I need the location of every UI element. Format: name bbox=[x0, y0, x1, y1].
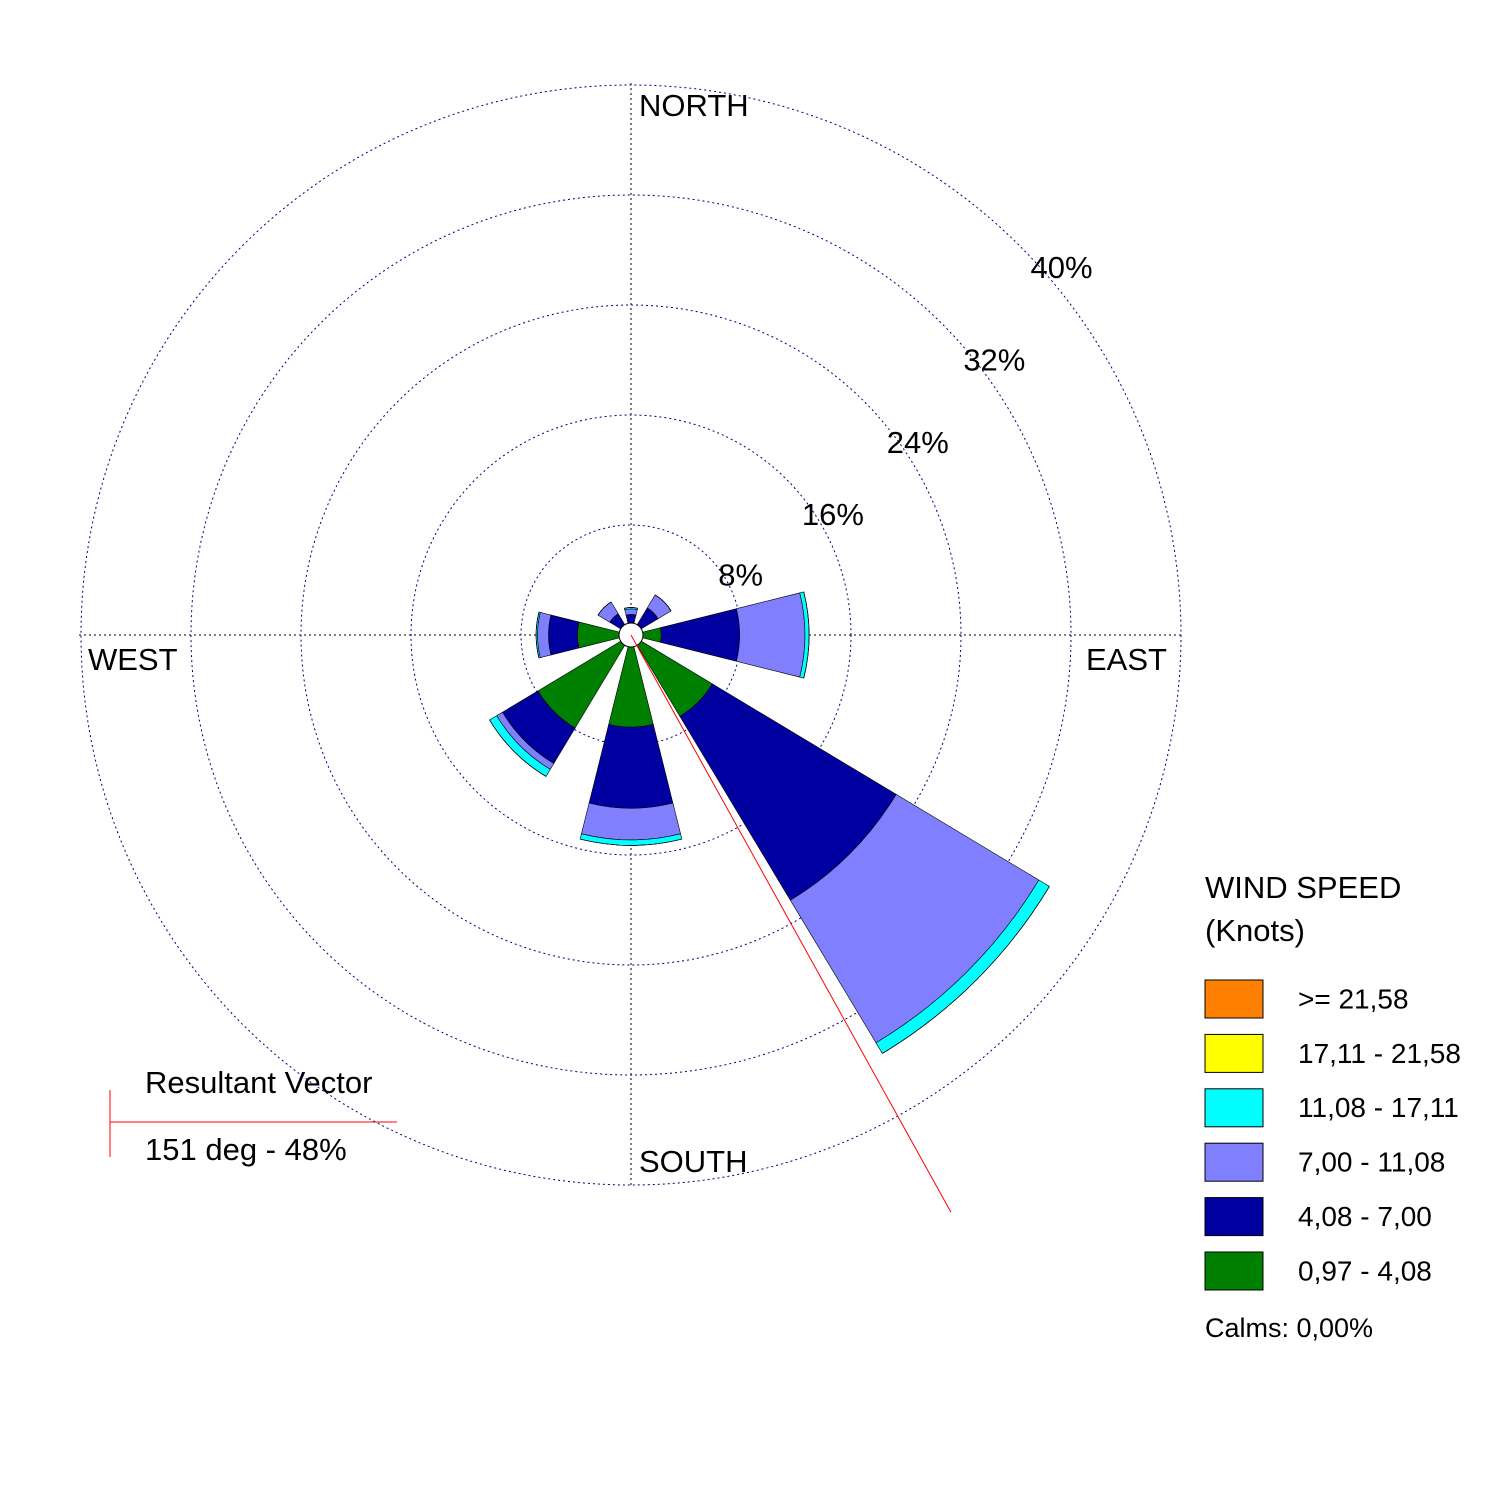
north-label: NORTH bbox=[639, 88, 749, 123]
r-tick-label: 32% bbox=[963, 342, 1025, 377]
east-label: EAST bbox=[1086, 642, 1167, 677]
legend-label: 0,97 - 4,08 bbox=[1298, 1255, 1432, 1286]
r-tick-label: 24% bbox=[887, 425, 949, 460]
wind-segment bbox=[580, 838, 682, 846]
legend-label: 11,08 - 17,11 bbox=[1298, 1092, 1459, 1123]
legend-label: 4,08 - 7,00 bbox=[1298, 1201, 1432, 1232]
wind-segment bbox=[548, 614, 580, 656]
legend-swatch bbox=[1204, 1142, 1264, 1182]
legend-label: >= 21,58 bbox=[1298, 983, 1409, 1014]
legend-title: WIND SPEED bbox=[1205, 870, 1401, 905]
legend-title: (Knots) bbox=[1205, 913, 1305, 948]
r-tick-label: 16% bbox=[802, 497, 864, 532]
grid-ring bbox=[80, 84, 1182, 1186]
r-tick-label: 40% bbox=[1030, 250, 1092, 285]
wind-segment bbox=[624, 608, 638, 616]
south-label: SOUTH bbox=[639, 1144, 748, 1179]
legend-label: 17,11 - 21,58 bbox=[1298, 1038, 1461, 1069]
calms-label: Calms: 0,00% bbox=[1205, 1313, 1373, 1343]
grid-ring bbox=[410, 414, 852, 856]
wind-segment bbox=[882, 886, 1050, 1054]
r-tick-label: 8% bbox=[718, 558, 763, 593]
resultant-label: 151 deg - 48% bbox=[145, 1132, 347, 1167]
legend-label: 7,00 - 11,08 bbox=[1298, 1147, 1445, 1178]
wind-segment bbox=[659, 608, 740, 662]
resultant-vector bbox=[630, 634, 952, 1213]
grid-ring bbox=[300, 304, 962, 966]
resultant-title: Resultant Vector bbox=[145, 1065, 372, 1100]
legend-swatch bbox=[1204, 1088, 1264, 1128]
legend-swatch bbox=[1204, 1197, 1264, 1237]
wind-segment bbox=[581, 802, 681, 841]
wind-segment bbox=[625, 614, 637, 624]
legend-swatch bbox=[1204, 1251, 1264, 1291]
wind-segment bbox=[535, 611, 540, 659]
legend-swatch bbox=[1204, 979, 1264, 1019]
wind-segment bbox=[736, 592, 806, 678]
legend-swatch bbox=[1204, 1033, 1264, 1073]
wind-segment bbox=[588, 724, 674, 809]
wind-segment bbox=[803, 591, 810, 679]
grid-ring bbox=[190, 194, 1072, 1076]
west-label: WEST bbox=[88, 642, 178, 677]
